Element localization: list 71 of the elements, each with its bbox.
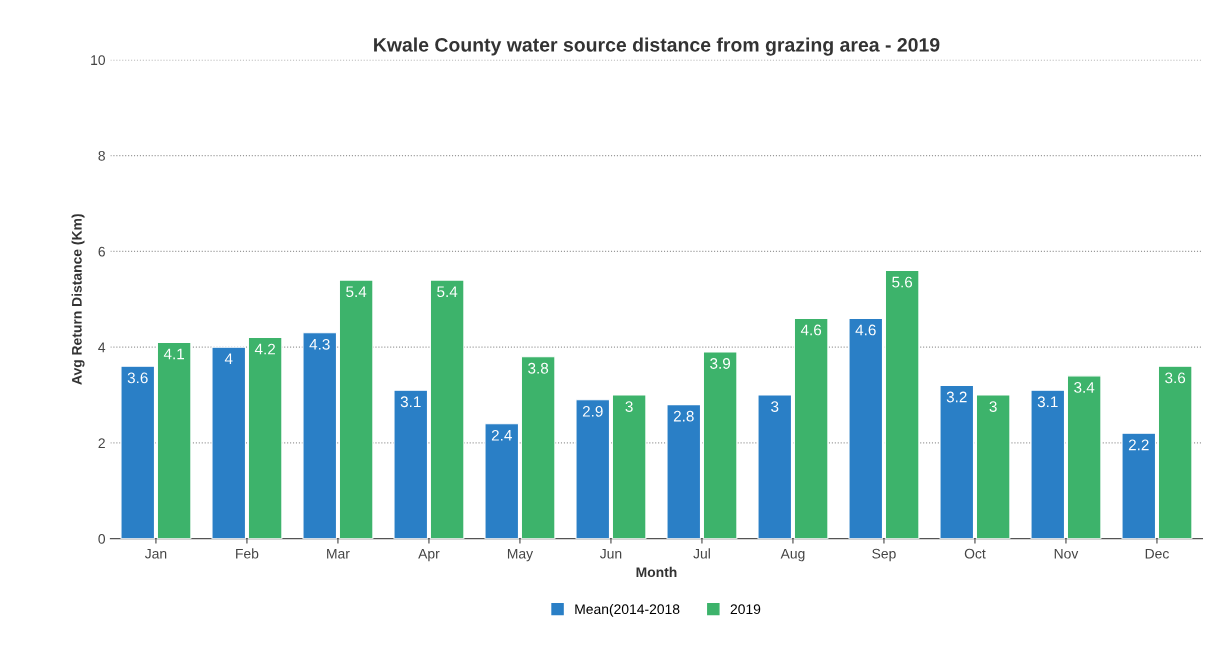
x-tick-label: Nov (1054, 548, 1079, 559)
bar (1030, 389, 1066, 539)
bar (939, 384, 975, 539)
data-label: 2.2 (1128, 439, 1149, 451)
bar (757, 394, 793, 539)
data-label: 3.1 (1037, 396, 1058, 408)
data-label: 4.6 (855, 324, 876, 336)
data-label: 2.8 (673, 410, 694, 422)
y-tick-label: 0 (98, 533, 106, 544)
x-tick-label: Aug (780, 548, 805, 562)
data-label: 3.6 (1165, 372, 1186, 384)
bar (611, 394, 647, 539)
x-tick-label: Oct (964, 548, 986, 559)
data-label: 3.2 (946, 391, 967, 403)
data-label: 5.4 (346, 286, 367, 298)
data-label: 4.3 (309, 338, 330, 350)
data-label: 2.4 (491, 429, 512, 441)
bar (393, 389, 429, 539)
data-label: 3.9 (710, 358, 731, 369)
bar (575, 399, 611, 539)
bar (156, 341, 192, 539)
x-tick-label: Feb (236, 548, 259, 559)
data-label: 3.6 (127, 372, 148, 384)
x-axis-title: Month (636, 566, 677, 578)
y-tick-label: 8 (98, 150, 105, 161)
x-tick-label: Mar (327, 548, 350, 559)
x-tick-label: Apr (418, 548, 440, 562)
bar (520, 356, 556, 539)
x-tick-label: Sep (872, 548, 896, 562)
bar (666, 404, 702, 539)
data-label: 3.1 (400, 396, 421, 408)
bar (338, 279, 374, 539)
bar (848, 317, 884, 539)
data-label: 3 (989, 401, 997, 412)
y-axis-title: Avg Return Distance (Km) (71, 214, 85, 385)
bar (484, 423, 520, 539)
data-label: 4 (224, 353, 233, 364)
legend-label: Mean(2014-2018 (575, 603, 680, 617)
bar (429, 279, 465, 539)
bar (884, 269, 920, 539)
data-label: 4.2 (254, 343, 275, 355)
x-tick-label: May (507, 548, 534, 562)
bar (1121, 432, 1157, 539)
bar (793, 317, 829, 539)
y-tick-label: 6 (98, 246, 105, 257)
y-tick-label: 2 (98, 438, 105, 448)
bar (702, 351, 738, 539)
data-label: 5.6 (892, 276, 913, 288)
data-label: 3.8 (528, 362, 549, 374)
data-label: 3 (625, 401, 633, 412)
data-label: 4.1 (163, 348, 185, 360)
data-label: 2.9 (582, 405, 603, 417)
chart-title: Kwale County water source distance from grazing area - 2019 (374, 37, 940, 56)
data-label: 4.6 (800, 324, 822, 336)
bar (302, 332, 338, 539)
x-tick-label: Jun (599, 548, 622, 559)
data-label: 3 (771, 401, 779, 412)
y-tick-label: 10 (91, 55, 106, 66)
y-tick-label: 4 (98, 342, 106, 353)
bar (247, 336, 283, 539)
bar (975, 394, 1011, 539)
legend-label: 2019 (730, 604, 761, 615)
data-label: 3.4 (1074, 382, 1095, 393)
data-label: 5.4 (437, 286, 458, 298)
bar (1157, 365, 1193, 539)
bar (211, 346, 247, 539)
x-tick-label: Jul (693, 548, 710, 559)
bar (1066, 375, 1102, 539)
bar (120, 365, 156, 539)
x-tick-label: Jan (144, 548, 167, 559)
x-tick-label: Dec (1145, 548, 1169, 559)
